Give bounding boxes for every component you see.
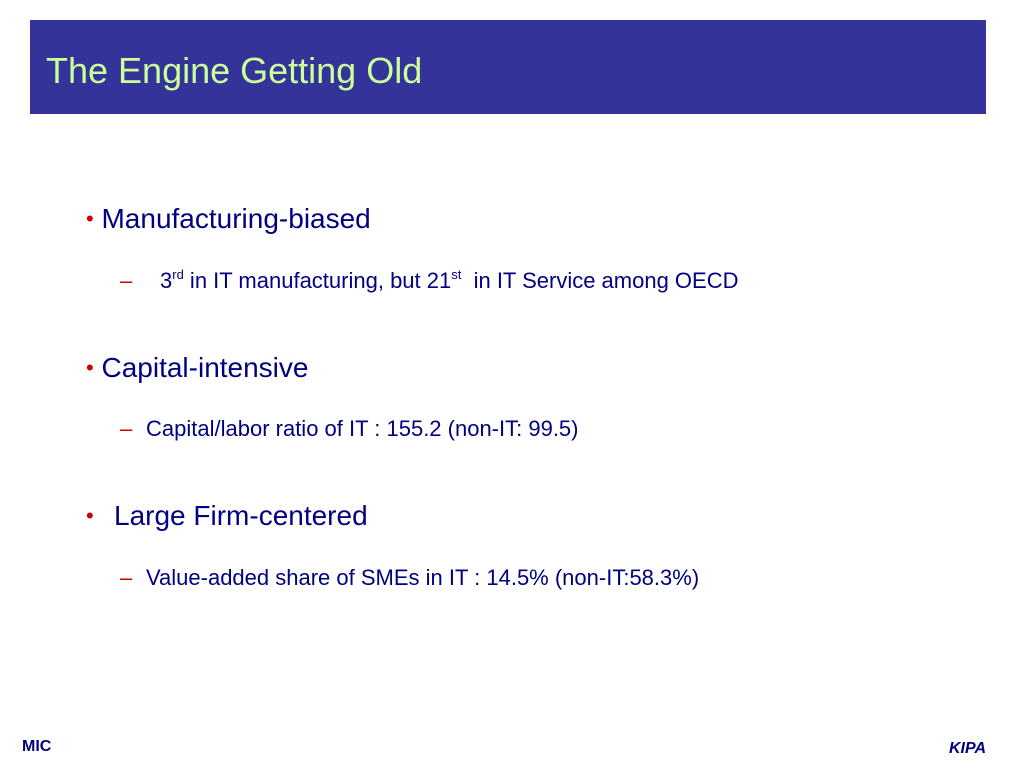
bullet-capital-intensive: • Capital-intensive <box>86 351 308 385</box>
bullet-marker: • <box>86 355 94 380</box>
sub-text-part: in IT manufacturing, but 21 <box>183 268 452 293</box>
bullet-label: Manufacturing-biased <box>101 203 371 234</box>
footer-kipa-label: KIPA <box>949 740 987 757</box>
sub-text: Value-added share of SMEs in IT : 14.5% … <box>146 565 700 590</box>
ordinal-superscript: st <box>451 267 462 282</box>
sub-bullet-value-added-share: – Value-added share of SMEs in IT : 14.5%… <box>120 564 699 592</box>
slide-title: The Engine Getting Old <box>46 50 423 91</box>
sub-bullet-capital-labor-ratio: – Capital/labor ratio of IT : 155.2 (non-… <box>120 415 579 443</box>
sub-text-part: 3 <box>160 268 173 293</box>
bullet-marker: • <box>86 206 94 231</box>
title-bar: The Engine Getting Old <box>30 20 986 114</box>
sub-bullet-it-manufacturing: – 3rd in IT manufacturing, but 21st in IT… <box>120 267 739 295</box>
bullet-marker: • <box>86 503 94 528</box>
footer-mic-label: MIC <box>22 738 52 755</box>
bullet-label: Capital-intensive <box>101 352 309 383</box>
dash-marker: – <box>120 416 133 441</box>
bullet-label: Large Firm-centered <box>114 500 368 531</box>
dash-marker: – <box>120 565 133 590</box>
dash-marker: – <box>120 268 133 293</box>
sub-text: Capital/labor ratio of IT : 155.2 (non-I… <box>146 416 579 441</box>
bullet-manufacturing-biased: • Manufacturing-biased <box>86 202 371 236</box>
sub-text-part: in IT Service among OECD <box>461 268 739 293</box>
bullet-large-firm-centered: • Large Firm-centered <box>86 499 368 533</box>
ordinal-superscript: rd <box>172 267 184 282</box>
